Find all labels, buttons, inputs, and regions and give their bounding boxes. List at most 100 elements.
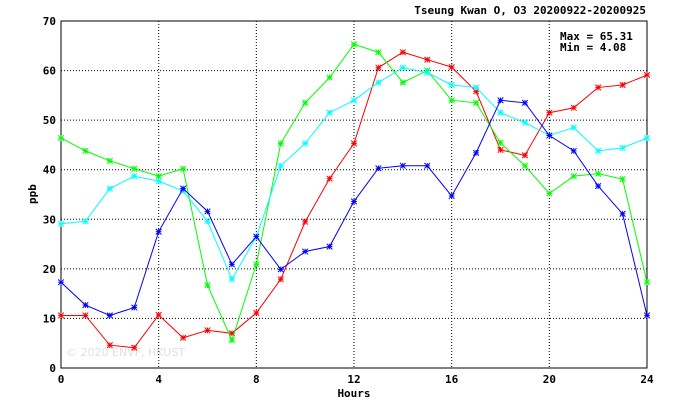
data-point-marker <box>326 74 333 81</box>
data-point-marker <box>155 177 162 185</box>
data-point-marker <box>82 218 89 225</box>
data-point-marker <box>326 109 333 116</box>
data-point-marker <box>131 165 138 172</box>
data-point-marker <box>448 63 455 71</box>
data-point-marker <box>375 64 382 71</box>
data-point-marker <box>570 104 577 111</box>
data-point-marker <box>643 134 651 142</box>
x-tick-label: 0 <box>58 373 65 386</box>
data-point-marker <box>448 81 455 89</box>
data-point-marker <box>228 337 236 344</box>
chart-title: Tseung Kwan O, O3 20200922-20200925 <box>414 4 646 17</box>
y-tick-label: 10 <box>43 312 56 325</box>
y-tick-label: 70 <box>43 15 56 28</box>
data-point-marker <box>546 132 553 139</box>
data-point-marker <box>448 192 455 200</box>
data-point-marker <box>399 49 406 56</box>
data-point-marker <box>326 175 333 182</box>
data-point-marker <box>350 140 358 147</box>
data-point-marker <box>106 185 113 192</box>
x-tick-label: 20 <box>543 373 556 386</box>
data-point-marker <box>155 228 162 235</box>
data-point-marker <box>546 190 553 197</box>
data-point-marker <box>228 276 236 283</box>
data-point-marker <box>424 69 431 76</box>
data-point-marker <box>253 261 260 268</box>
min-stat: Min = 4.08 <box>560 41 626 54</box>
data-point-marker <box>277 266 284 273</box>
data-point-marker <box>106 157 113 164</box>
data-point-marker <box>302 248 309 255</box>
y-axis-label: ppb <box>26 184 39 204</box>
data-point-marker <box>424 162 431 169</box>
data-point-marker <box>472 99 480 106</box>
data-point-marker <box>595 182 602 190</box>
data-point-marker <box>155 311 162 319</box>
data-point-marker <box>619 81 626 89</box>
data-point-marker <box>521 152 529 159</box>
x-tick-label: 24 <box>640 373 654 386</box>
data-point-marker <box>155 173 162 180</box>
data-point-marker <box>521 162 529 169</box>
data-point-marker <box>497 97 504 104</box>
data-point-marker <box>82 312 89 319</box>
watermark: © 2020 ENVF, HKUST <box>66 346 185 359</box>
data-point-marker <box>619 210 626 217</box>
data-point-marker <box>57 312 65 319</box>
data-point-marker <box>179 165 187 172</box>
data-point-marker <box>204 218 211 225</box>
data-point-marker <box>277 276 284 283</box>
data-point-marker <box>57 134 65 142</box>
data-point-marker <box>82 147 89 155</box>
data-point-marker <box>131 304 138 311</box>
data-point-marker <box>521 99 529 106</box>
data-point-marker <box>302 99 309 106</box>
y-tick-label: 40 <box>43 164 56 177</box>
data-point-marker <box>595 170 602 177</box>
data-point-marker <box>179 334 187 341</box>
data-point-marker <box>595 147 602 155</box>
data-point-marker <box>643 279 651 286</box>
data-point-marker <box>326 243 333 250</box>
y-tick-label: 30 <box>43 213 56 226</box>
data-point-marker <box>106 312 113 319</box>
data-point-marker <box>472 149 480 157</box>
data-point-marker <box>375 165 382 172</box>
y-tick-label: 20 <box>43 263 56 276</box>
data-point-marker <box>228 261 236 268</box>
data-point-marker <box>131 344 138 351</box>
data-point-marker <box>179 185 187 192</box>
data-point-marker <box>570 124 577 131</box>
data-point-marker <box>472 84 480 91</box>
data-point-marker <box>302 140 309 147</box>
data-point-marker <box>643 71 651 79</box>
x-tick-label: 16 <box>445 373 459 386</box>
data-point-marker <box>375 79 382 86</box>
data-point-marker <box>546 109 553 116</box>
data-point-marker <box>350 97 358 104</box>
data-point-marker <box>277 140 284 147</box>
data-point-marker <box>253 309 260 317</box>
data-point-marker <box>570 173 577 180</box>
x-tick-label: 12 <box>347 373 360 386</box>
data-point-marker <box>497 146 504 154</box>
data-point-marker <box>131 173 138 180</box>
grid <box>61 21 647 368</box>
data-point-marker <box>521 119 529 126</box>
data-point-marker <box>448 97 455 104</box>
data-point-marker <box>619 144 626 152</box>
data-point-marker <box>57 279 65 286</box>
series-group <box>57 41 651 351</box>
max-stat: Max = 65.31 <box>560 30 633 43</box>
y-tick-label: 0 <box>49 362 56 375</box>
data-point-marker <box>595 84 602 91</box>
data-point-marker <box>497 139 504 147</box>
x-axis-label: Hours <box>337 387 370 400</box>
data-point-marker <box>204 208 211 215</box>
data-point-marker <box>399 162 406 169</box>
data-point-marker <box>399 64 406 71</box>
data-point-marker <box>82 301 89 309</box>
y-tick-label: 50 <box>43 114 56 127</box>
data-point-marker <box>350 198 358 205</box>
